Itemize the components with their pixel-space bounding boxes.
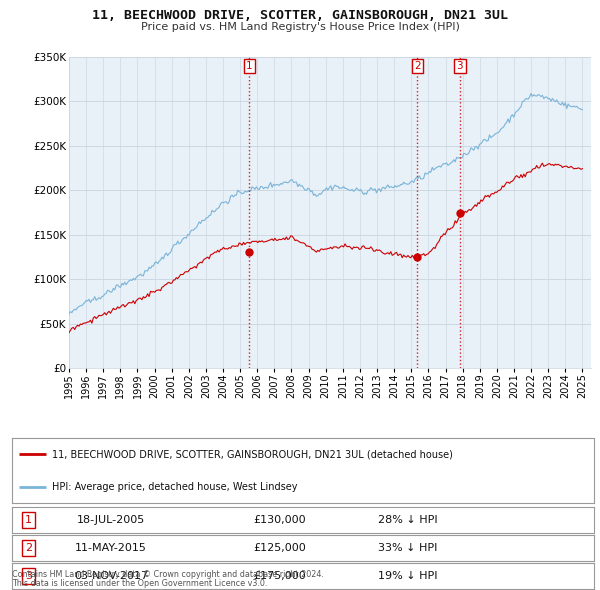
Text: Price paid vs. HM Land Registry's House Price Index (HPI): Price paid vs. HM Land Registry's House … <box>140 22 460 32</box>
Text: £125,000: £125,000 <box>253 543 306 553</box>
Text: Contains HM Land Registry data © Crown copyright and database right 2024.: Contains HM Land Registry data © Crown c… <box>12 571 324 579</box>
Text: £130,000: £130,000 <box>253 515 306 525</box>
Text: HPI: Average price, detached house, West Lindsey: HPI: Average price, detached house, West… <box>52 482 297 491</box>
Text: 19% ↓ HPI: 19% ↓ HPI <box>378 571 437 581</box>
Text: 33% ↓ HPI: 33% ↓ HPI <box>378 543 437 553</box>
Text: 1: 1 <box>25 515 32 525</box>
Text: 11-MAY-2015: 11-MAY-2015 <box>75 543 147 553</box>
Text: 03-NOV-2017: 03-NOV-2017 <box>74 571 148 581</box>
Text: £175,000: £175,000 <box>253 571 306 581</box>
Text: 2: 2 <box>414 61 421 71</box>
Text: 28% ↓ HPI: 28% ↓ HPI <box>378 515 437 525</box>
Text: 3: 3 <box>457 61 463 71</box>
Text: 18-JUL-2005: 18-JUL-2005 <box>77 515 145 525</box>
Text: This data is licensed under the Open Government Licence v3.0.: This data is licensed under the Open Gov… <box>12 579 268 588</box>
Text: 3: 3 <box>25 571 32 581</box>
Text: 2: 2 <box>25 543 32 553</box>
Text: 1: 1 <box>246 61 253 71</box>
Text: 11, BEECHWOOD DRIVE, SCOTTER, GAINSBOROUGH, DN21 3UL: 11, BEECHWOOD DRIVE, SCOTTER, GAINSBOROU… <box>92 9 508 22</box>
Text: 11, BEECHWOOD DRIVE, SCOTTER, GAINSBOROUGH, DN21 3UL (detached house): 11, BEECHWOOD DRIVE, SCOTTER, GAINSBOROU… <box>52 449 452 459</box>
